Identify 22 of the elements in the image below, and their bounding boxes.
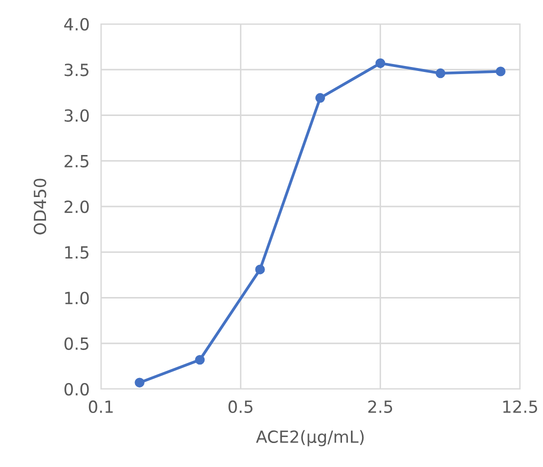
y-tick-label: 2.0 <box>64 200 89 214</box>
point <box>255 264 265 274</box>
y-tick-label: 0.5 <box>64 337 88 350</box>
point <box>315 93 326 103</box>
x-axis-title: ACE2(μg/mL) <box>256 430 364 446</box>
x-tick-label: 12.5 <box>503 400 538 414</box>
x-tick-label: 0.5 <box>228 400 252 414</box>
point <box>195 354 205 365</box>
y-tick-label: 1.5 <box>65 246 88 259</box>
point <box>375 58 386 68</box>
y-tick-label: 1.0 <box>65 292 89 304</box>
y-tick-label: 2.5 <box>64 154 88 168</box>
y-tick-label: 3.5 <box>64 64 88 76</box>
point <box>436 68 446 78</box>
y-axis-title: OD450 <box>34 178 46 234</box>
y-tick-label: 4.0 <box>64 18 89 31</box>
x-tick-label: 2.5 <box>368 400 392 414</box>
point <box>134 378 144 388</box>
x-tick-label: 0.1 <box>88 400 113 414</box>
y-tick-label: 0.0 <box>64 382 89 396</box>
point <box>496 66 506 76</box>
y-tick-label: 3.0 <box>64 109 89 122</box>
